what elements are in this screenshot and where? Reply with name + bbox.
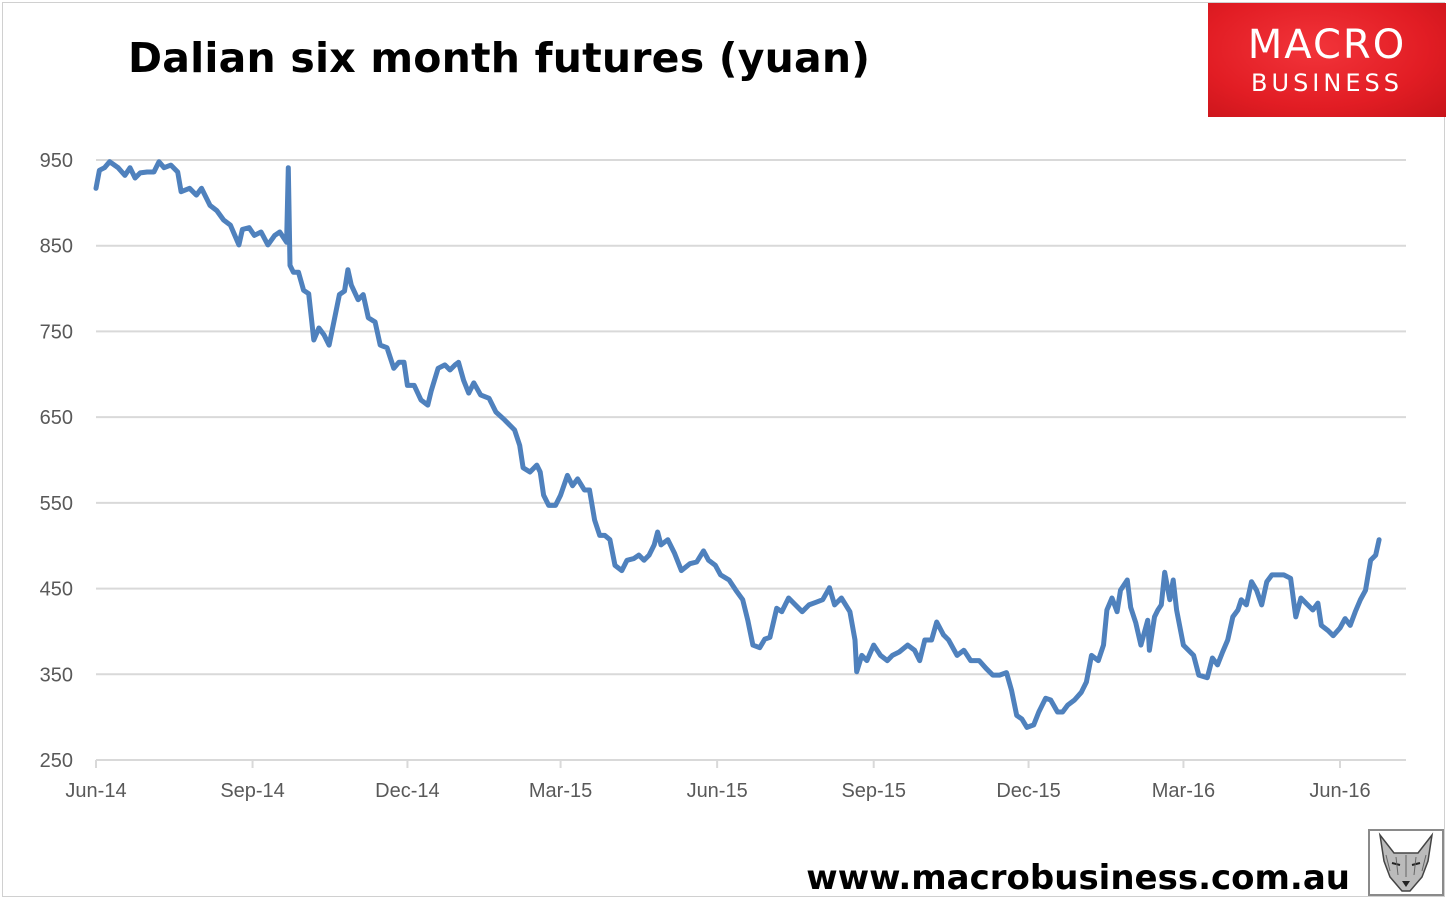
y-tick-label: 250: [40, 750, 73, 772]
x-tick-label: Sep-14: [220, 780, 285, 802]
chart-title: Dalian six month futures (yuan): [128, 34, 871, 82]
fox-sketch-icon: [1368, 829, 1444, 896]
logo-line-2: BUSINESS: [1251, 69, 1403, 97]
series-line: [93, 159, 1382, 730]
x-tick-label: Jun-15: [687, 780, 748, 802]
x-tick-label: Sep-15: [841, 780, 906, 802]
macrobusiness-logo: MACRO BUSINESS: [1208, 3, 1446, 117]
y-tick-label: 450: [40, 579, 73, 601]
y-tick-label: 950: [40, 150, 73, 172]
website-url: www.macrobusiness.com.au: [806, 858, 1350, 898]
x-tick-label: Mar-16: [1152, 780, 1215, 802]
x-tick-label: Jun-14: [65, 780, 126, 802]
y-axis-labels: 950 850 750 650 550 450 350 250: [40, 150, 73, 772]
x-tick-label: Dec-15: [996, 780, 1060, 802]
x-tick-label: Jun-16: [1309, 780, 1370, 802]
series-group: [93, 159, 1382, 730]
x-tick-label: Dec-14: [375, 780, 439, 802]
y-tick-label: 750: [40, 321, 73, 343]
y-tick-label: 650: [40, 407, 73, 429]
x-tick-label: Mar-15: [529, 780, 592, 802]
y-tick-label: 550: [40, 493, 73, 515]
logo-line-1: MACRO: [1247, 22, 1407, 68]
y-tick-label: 350: [40, 664, 73, 686]
gridlines: [96, 159, 1406, 676]
x-axis: Jun-14 Sep-14 Dec-14 Mar-15 Jun-15 Sep-15 Dec-…: [65, 759, 1406, 802]
y-tick-label: 850: [40, 236, 73, 258]
